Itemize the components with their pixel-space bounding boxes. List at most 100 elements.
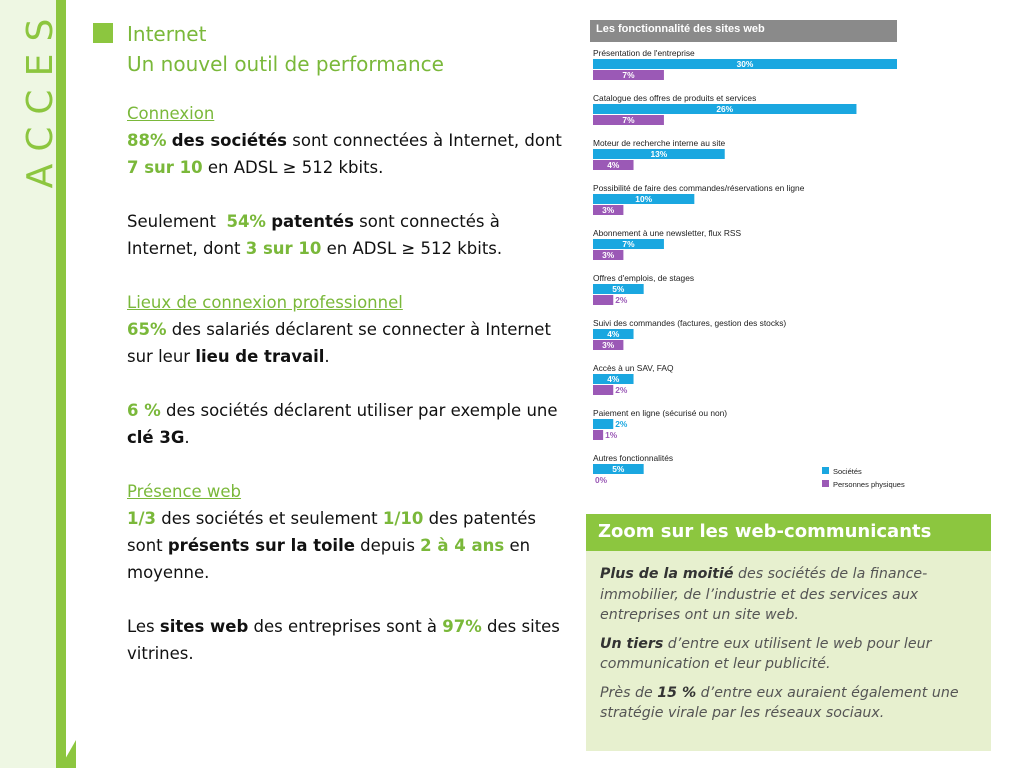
data-label: 1% bbox=[605, 430, 618, 440]
category-label: Moteur de recherche interne au site bbox=[593, 138, 726, 148]
bar-societes bbox=[593, 284, 644, 294]
text: . bbox=[184, 428, 190, 447]
stat: 65% bbox=[127, 320, 167, 339]
data-label: 2% bbox=[615, 385, 628, 395]
chart-plot: Présentation de l'entreprise 30% 7% Catalog… bbox=[593, 48, 905, 489]
text: des salariés déclarent se connecter à In… bbox=[127, 320, 551, 366]
category-label: Offres d'emplois, de stages bbox=[593, 273, 694, 283]
bold-text: présents sur la toile bbox=[167, 536, 355, 555]
main-text: Connexion 88% des sociétés sont connecté… bbox=[127, 100, 567, 667]
bold-text: 15 % bbox=[657, 684, 697, 701]
data-label: 3% bbox=[602, 205, 615, 215]
paragraph: Seulement 54% patentés sont connectés à … bbox=[127, 208, 567, 262]
data-label: 7% bbox=[622, 239, 635, 249]
data-label: 4% bbox=[607, 329, 620, 339]
text: depuis bbox=[354, 536, 421, 555]
paragraph: Les sites web des entreprises sont à 97%… bbox=[127, 613, 567, 667]
data-label: 30% bbox=[737, 59, 754, 69]
data-label: 2% bbox=[615, 295, 628, 305]
bar-societes bbox=[593, 239, 664, 249]
bar-personnes bbox=[593, 340, 624, 350]
text: d’entre eux auraient également une strat… bbox=[600, 684, 959, 722]
stat: 7 sur 10 bbox=[127, 158, 203, 177]
legend-label: Sociétés bbox=[833, 467, 862, 476]
sidebar-corner bbox=[60, 740, 76, 768]
category-label: Présentation de l'entreprise bbox=[593, 48, 695, 58]
data-label: 5% bbox=[612, 284, 625, 294]
bold-text: sites web bbox=[159, 617, 249, 636]
stat: 1/3 bbox=[127, 509, 156, 528]
text: des entreprises sont à bbox=[248, 617, 443, 636]
zoom-box: Zoom sur les web-communicants Plus de la… bbox=[586, 514, 991, 751]
sidebar: A C C E S bbox=[0, 0, 76, 768]
paragraph: 65% des salariés déclarent se connecter … bbox=[127, 316, 567, 370]
zoom-title: Zoom sur les web-communicants bbox=[598, 521, 932, 542]
legend-swatch bbox=[822, 467, 829, 474]
category-label: Possibilité de faire des commandes/réser… bbox=[593, 183, 805, 193]
bold-text: des sociétés bbox=[171, 131, 288, 150]
text: des sociétés de la finance-immobilier, d… bbox=[600, 566, 928, 623]
bar-personnes bbox=[593, 250, 624, 260]
data-label: 13% bbox=[650, 149, 667, 159]
chart-title-bar: Les fonctionnalité des sites web bbox=[590, 20, 897, 42]
category-label: Catalogue des offres de produits et serv… bbox=[593, 93, 756, 103]
paragraph: 6 % des sociétés déclarent utiliser par … bbox=[127, 397, 567, 451]
bar-societes bbox=[593, 104, 857, 114]
bar-societes bbox=[593, 149, 725, 159]
bar-societes bbox=[593, 59, 897, 69]
section-heading-presence: Présence web bbox=[127, 482, 242, 501]
stat: 88% bbox=[127, 131, 167, 150]
category-label: Suivi des commandes (factures, gestion d… bbox=[593, 318, 786, 328]
bar-societes bbox=[593, 464, 644, 474]
zoom-paragraph: Près de 15 % d’entre eux auraient égalem… bbox=[600, 683, 980, 724]
stat: 2 à 4 ans bbox=[420, 536, 505, 555]
zoom-paragraph: Plus de la moitié des sociétés de la fin… bbox=[600, 564, 980, 626]
data-label: 3% bbox=[602, 340, 615, 350]
bar-personnes bbox=[593, 70, 664, 80]
data-label: 7% bbox=[622, 115, 635, 125]
bar-societes bbox=[593, 194, 695, 204]
stat: 54% bbox=[226, 212, 266, 231]
text: sont connectées à Internet, dont bbox=[287, 131, 562, 150]
text: en moyenne. bbox=[127, 536, 531, 582]
data-label: 0% bbox=[595, 475, 608, 485]
data-label: 5% bbox=[612, 464, 625, 474]
data-label: 7% bbox=[622, 70, 635, 80]
section-heading-lieux: Lieux de connexion professionnel bbox=[127, 293, 403, 312]
text: en ADSL ≥ 512 kbits. bbox=[202, 158, 384, 177]
bar-personnes bbox=[593, 115, 664, 125]
section-heading-connexion: Connexion bbox=[127, 104, 215, 123]
bold-text: Plus de la moitié bbox=[600, 566, 734, 582]
title-bullet-icon bbox=[93, 23, 113, 43]
bar-personnes bbox=[593, 295, 614, 305]
text: Près de bbox=[600, 684, 658, 701]
stat: 6 % bbox=[127, 401, 161, 420]
text: Les bbox=[127, 617, 160, 636]
zoom-header: Zoom sur les web-communicants bbox=[586, 514, 991, 551]
data-label: 10% bbox=[635, 194, 652, 204]
zoom-paragraph: Un tiers d’entre eux utilisent le web po… bbox=[600, 634, 980, 675]
category-label: Accès à un SAV, FAQ bbox=[593, 363, 674, 373]
stat: 3 sur 10 bbox=[245, 239, 322, 258]
data-label: 26% bbox=[716, 104, 733, 114]
bar-societes bbox=[593, 329, 634, 339]
bold-text: patentés bbox=[271, 212, 354, 231]
sidebar-band bbox=[0, 0, 66, 768]
legend-label: Personnes physiques bbox=[833, 480, 905, 489]
page-subtitle: Un nouvel outil de performance bbox=[127, 52, 444, 76]
bold-text: clé 3G bbox=[127, 428, 185, 447]
data-label: 4% bbox=[607, 160, 620, 170]
bold-text: Un tiers bbox=[600, 635, 664, 652]
category-label: Abonnement à une newsletter, flux RSS bbox=[593, 228, 741, 238]
bar-societes bbox=[593, 374, 634, 384]
text: en ADSL ≥ 512 kbits. bbox=[321, 239, 503, 258]
web-features-chart: Les fonctionnalité des sites web Présent… bbox=[590, 20, 910, 500]
text: . bbox=[324, 347, 330, 366]
bar-personnes bbox=[593, 160, 634, 170]
stat: 97% bbox=[442, 617, 482, 636]
text: Seulement bbox=[127, 212, 227, 231]
sidebar-letter: S bbox=[20, 18, 61, 42]
zoom-body: Plus de la moitié des sociétés de la fin… bbox=[600, 564, 980, 732]
text: des sociétés et seulement bbox=[156, 509, 383, 528]
stat: 1/10 bbox=[382, 509, 424, 528]
